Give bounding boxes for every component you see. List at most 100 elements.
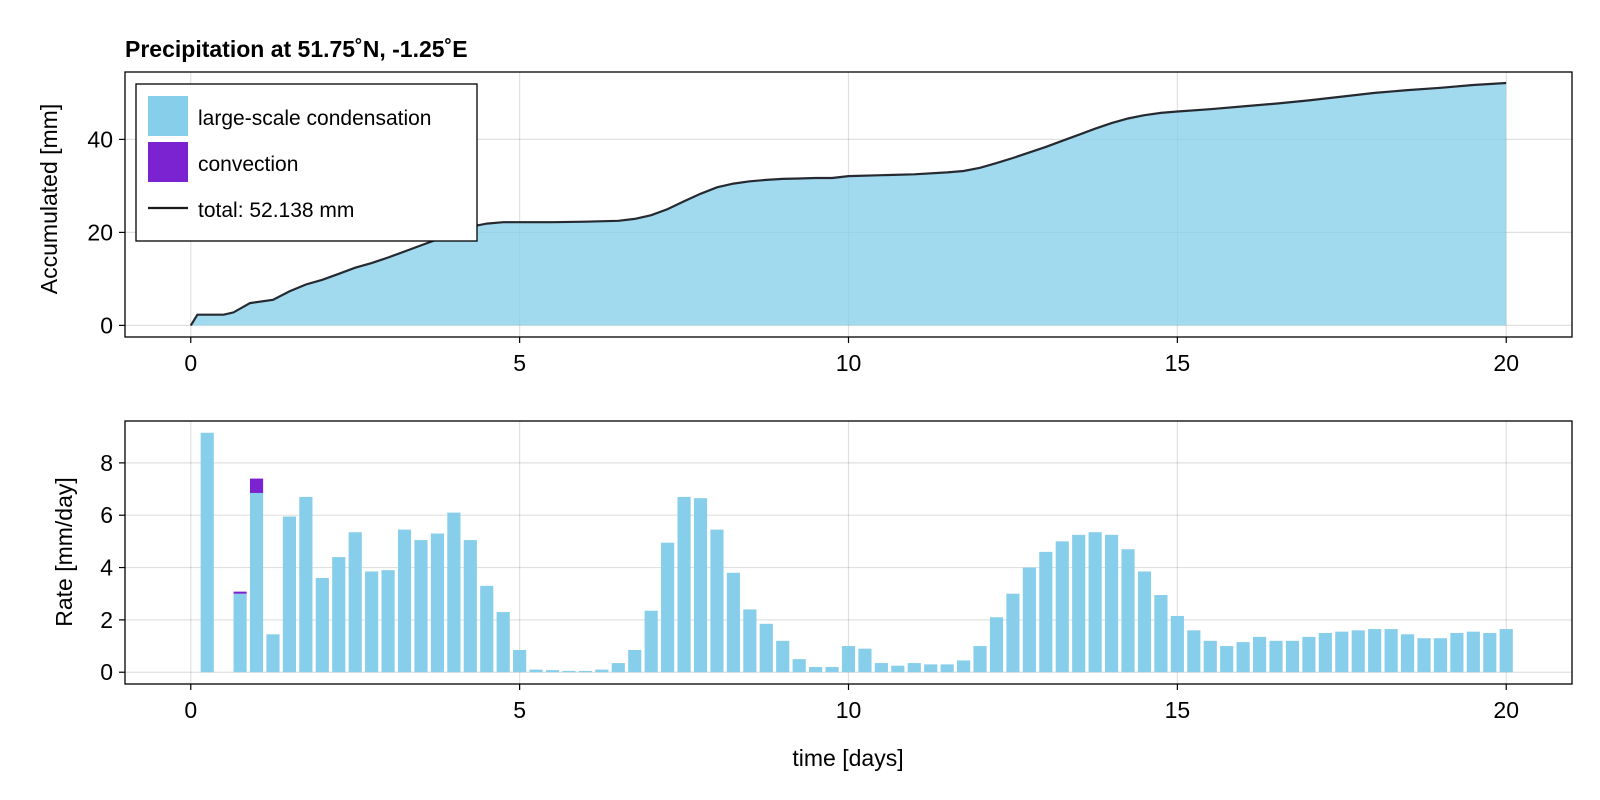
- bar-large-scale-condensation: [1236, 642, 1250, 673]
- legend-label-large-scale-condensation: large-scale condensation: [198, 107, 431, 130]
- legend-box: [135, 83, 478, 242]
- bar-large-scale-condensation: [1433, 638, 1448, 673]
- bar-large-scale-condensation: [1466, 631, 1480, 673]
- bar-large-scale-condensation: [809, 666, 823, 673]
- bar-large-scale-condensation: [1121, 549, 1135, 673]
- bar-large-scale-condensation: [1450, 632, 1464, 673]
- bar-large-scale-condensation: [562, 670, 576, 673]
- bar-large-scale-condensation: [463, 540, 477, 673]
- total-line: [189, 81, 1507, 326]
- x-tick-label: 10: [836, 697, 862, 723]
- bar-large-scale-condensation: [1220, 646, 1234, 673]
- bar-large-scale-condensation: [529, 669, 543, 673]
- bar-large-scale-condensation: [1318, 632, 1332, 673]
- bar-large-scale-condensation: [759, 623, 773, 673]
- bar-large-scale-condensation: [907, 663, 921, 673]
- bar-convection: [249, 478, 264, 493]
- bar-large-scale-condensation: [513, 649, 527, 673]
- x-tick-label: 0: [184, 350, 197, 376]
- bar-convection: [233, 591, 247, 594]
- bar-large-scale-condensation: [973, 646, 987, 673]
- bottom-y-axis-label: Rate [mm/day]: [51, 477, 77, 627]
- bar-large-scale-condensation: [365, 571, 379, 673]
- bar-large-scale-condensation: [266, 634, 280, 673]
- bar-large-scale-condensation: [447, 512, 461, 673]
- x-tick-label: 15: [1165, 697, 1191, 723]
- bar-large-scale-condensation: [1302, 636, 1316, 673]
- bar-large-scale-condensation: [1335, 631, 1349, 673]
- legend: large-scale condensation convection tota…: [135, 83, 478, 242]
- bar-large-scale-condensation: [595, 669, 609, 673]
- x-tick-label: 20: [1493, 350, 1519, 376]
- bar-large-scale-condensation: [743, 609, 757, 673]
- bar-large-scale-condensation: [414, 540, 428, 673]
- x-tick-label: 15: [1165, 350, 1191, 376]
- bar-large-scale-condensation: [332, 557, 346, 673]
- y-tick-label: 8: [100, 450, 113, 476]
- legend-patch-large-scale-condensation: [148, 96, 188, 136]
- bar-large-scale-condensation: [397, 529, 412, 673]
- bar-large-scale-condensation: [710, 529, 724, 673]
- y-tick-label: 4: [100, 555, 113, 581]
- bar-large-scale-condensation: [1417, 638, 1431, 673]
- bar-large-scale-condensation: [1253, 636, 1267, 673]
- large-scale-condensation-area: [190, 83, 1507, 326]
- bar-large-scale-condensation: [1072, 534, 1086, 673]
- legend-patch-convection: [148, 142, 188, 182]
- bar-large-scale-condensation: [874, 663, 888, 673]
- y-tick-label: 0: [100, 312, 113, 338]
- x-tick-label: 0: [184, 697, 197, 723]
- accumulated-precipitation-panel: Precipitation at 51.75˚N, -1.25˚E 0 5 10 15…: [36, 36, 1573, 376]
- bar-large-scale-condensation: [233, 593, 247, 673]
- bar-large-scale-condensation: [381, 570, 395, 673]
- bar-large-scale-condensation: [628, 649, 642, 673]
- bar-large-scale-condensation: [776, 640, 790, 673]
- bar-large-scale-condensation: [726, 572, 740, 673]
- bar-large-scale-condensation: [1351, 630, 1365, 673]
- bar-large-scale-condensation: [1400, 634, 1415, 673]
- bar-large-scale-condensation: [1039, 551, 1053, 673]
- bar-large-scale-condensation: [1022, 567, 1036, 673]
- legend-label-convection: convection: [198, 153, 298, 176]
- bar-large-scale-condensation: [940, 664, 954, 673]
- bar-large-scale-condensation: [282, 516, 297, 673]
- bar-large-scale-condensation: [1006, 593, 1020, 673]
- bar-large-scale-condensation: [249, 492, 264, 673]
- bar-large-scale-condensation: [1499, 629, 1513, 673]
- top-x-ticks: 0 5 10 15 20: [184, 337, 1519, 376]
- legend-label-total: total: 52.138 mm: [198, 199, 354, 222]
- bar-large-scale-condensation: [480, 585, 494, 673]
- y-tick-label: 2: [100, 607, 113, 633]
- bar-large-scale-condensation: [858, 648, 872, 673]
- x-tick-label: 5: [513, 350, 526, 376]
- rate-bars: [200, 432, 1513, 673]
- bar-large-scale-condensation: [1170, 615, 1184, 673]
- bar-large-scale-condensation: [957, 660, 971, 673]
- bar-large-scale-condensation: [644, 610, 658, 673]
- x-tick-label: 10: [836, 350, 862, 376]
- bar-large-scale-condensation: [1105, 534, 1119, 673]
- bar-large-scale-condensation: [611, 663, 625, 673]
- bar-large-scale-condensation: [1285, 640, 1300, 673]
- bar-large-scale-condensation: [545, 670, 560, 673]
- bar-large-scale-condensation: [661, 542, 675, 673]
- y-tick-label: 20: [87, 219, 113, 245]
- bar-large-scale-condensation: [792, 659, 806, 673]
- bar-large-scale-condensation: [677, 496, 691, 673]
- bar-large-scale-condensation: [989, 617, 1004, 673]
- bar-large-scale-condensation: [348, 532, 362, 673]
- bar-large-scale-condensation: [200, 432, 214, 673]
- bar-large-scale-condensation: [1384, 629, 1398, 673]
- bar-large-scale-condensation: [315, 578, 329, 673]
- bar-large-scale-condensation: [693, 498, 708, 673]
- bar-large-scale-condensation: [924, 664, 938, 673]
- bar-large-scale-condensation: [841, 646, 856, 673]
- x-tick-label: 5: [513, 697, 526, 723]
- bar-large-scale-condensation: [891, 665, 905, 673]
- bar-large-scale-condensation: [430, 533, 444, 673]
- x-axis-label: time [days]: [792, 745, 903, 771]
- bar-large-scale-condensation: [825, 666, 839, 673]
- bar-large-scale-condensation: [1269, 640, 1283, 673]
- bar-large-scale-condensation: [1154, 595, 1168, 673]
